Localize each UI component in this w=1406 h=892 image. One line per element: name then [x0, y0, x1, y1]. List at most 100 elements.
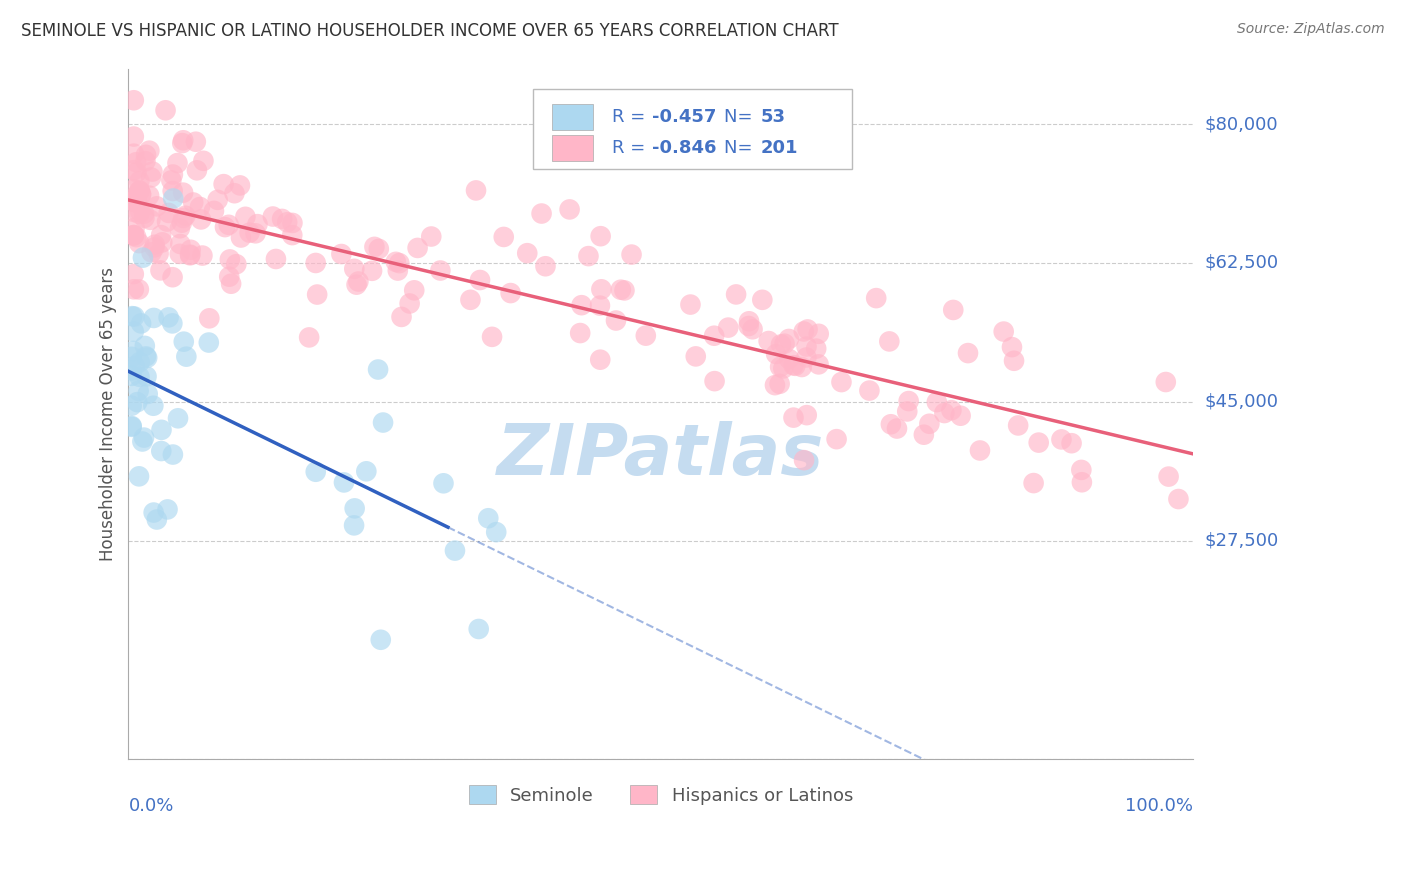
Point: [125, 188, 148, 202]
Point: [181, 195, 204, 210]
Point: [235, 210, 257, 224]
Point: [124, 310, 146, 324]
Point: [769, 376, 792, 391]
Point: [264, 252, 287, 266]
Text: $80,000: $80,000: [1205, 115, 1278, 133]
Point: [186, 163, 208, 178]
Point: [134, 339, 156, 353]
Point: [796, 351, 818, 365]
Point: [146, 199, 169, 213]
Point: [333, 475, 356, 490]
Point: [142, 506, 165, 520]
Point: [128, 184, 150, 198]
Point: [121, 309, 143, 323]
Point: [492, 230, 515, 244]
Point: [188, 200, 211, 214]
Point: [127, 395, 149, 409]
Point: [202, 203, 225, 218]
Point: [942, 302, 965, 317]
Point: [150, 423, 173, 437]
Point: [738, 318, 761, 333]
Point: [830, 375, 852, 389]
Point: [166, 156, 188, 170]
Point: [330, 247, 353, 261]
Point: [122, 228, 145, 243]
Point: [276, 215, 298, 229]
Point: [219, 277, 242, 291]
Point: [146, 512, 169, 526]
Text: SEMINOLE VS HISPANIC OR LATINO HOUSEHOLDER INCOME OVER 65 YEARS CORRELATION CHAR: SEMINOLE VS HISPANIC OR LATINO HOUSEHOLD…: [21, 22, 839, 40]
Point: [406, 241, 429, 255]
Point: [420, 229, 443, 244]
Point: [1007, 418, 1029, 433]
Point: [499, 286, 522, 301]
Point: [125, 230, 148, 244]
Point: [128, 236, 150, 251]
Text: 53: 53: [761, 108, 786, 126]
Point: [703, 374, 725, 388]
Point: [156, 214, 179, 228]
Point: [790, 359, 813, 374]
Point: [143, 237, 166, 252]
Point: [162, 448, 184, 462]
Point: [143, 240, 166, 254]
Point: [305, 465, 328, 479]
Point: [363, 240, 385, 254]
Point: [129, 317, 152, 331]
Point: [1070, 475, 1092, 490]
Point: [391, 310, 413, 324]
Point: [758, 334, 780, 348]
Point: [125, 165, 148, 179]
Point: [1157, 469, 1180, 483]
Point: [128, 282, 150, 296]
Point: [571, 298, 593, 312]
Point: [167, 411, 190, 425]
Text: $45,000: $45,000: [1205, 392, 1278, 410]
Point: [156, 502, 179, 516]
Point: [172, 136, 194, 150]
Point: [806, 342, 828, 356]
Point: [343, 518, 366, 533]
Point: [128, 174, 150, 188]
Point: [298, 330, 321, 344]
Point: [281, 228, 304, 243]
Point: [169, 237, 191, 252]
Point: [782, 358, 804, 372]
Point: [125, 155, 148, 169]
Point: [125, 195, 148, 210]
Point: [1001, 340, 1024, 354]
Point: [610, 283, 633, 297]
Point: [956, 346, 979, 360]
Point: [785, 359, 807, 373]
Point: [162, 192, 184, 206]
Point: [148, 246, 170, 260]
Point: [128, 369, 150, 384]
Point: [620, 247, 643, 261]
Point: [404, 283, 426, 297]
Point: [271, 211, 294, 226]
Text: ZIPatlas: ZIPatlas: [498, 420, 824, 490]
Point: [191, 248, 214, 262]
Point: [172, 186, 194, 200]
Point: [229, 230, 252, 244]
Point: [124, 359, 146, 373]
Point: [197, 335, 219, 350]
Point: [138, 144, 160, 158]
Point: [703, 328, 725, 343]
Point: [589, 299, 612, 313]
Point: [347, 275, 370, 289]
Point: [128, 384, 150, 398]
Point: [865, 291, 887, 305]
Point: [371, 416, 394, 430]
Text: $62,500: $62,500: [1205, 254, 1278, 272]
Point: [796, 408, 818, 422]
Point: [370, 632, 392, 647]
Point: [162, 184, 184, 198]
Point: [465, 183, 488, 197]
Point: [388, 256, 411, 270]
Point: [142, 399, 165, 413]
Point: [589, 229, 612, 244]
Point: [307, 287, 329, 301]
Point: [190, 212, 212, 227]
Point: [170, 216, 193, 230]
